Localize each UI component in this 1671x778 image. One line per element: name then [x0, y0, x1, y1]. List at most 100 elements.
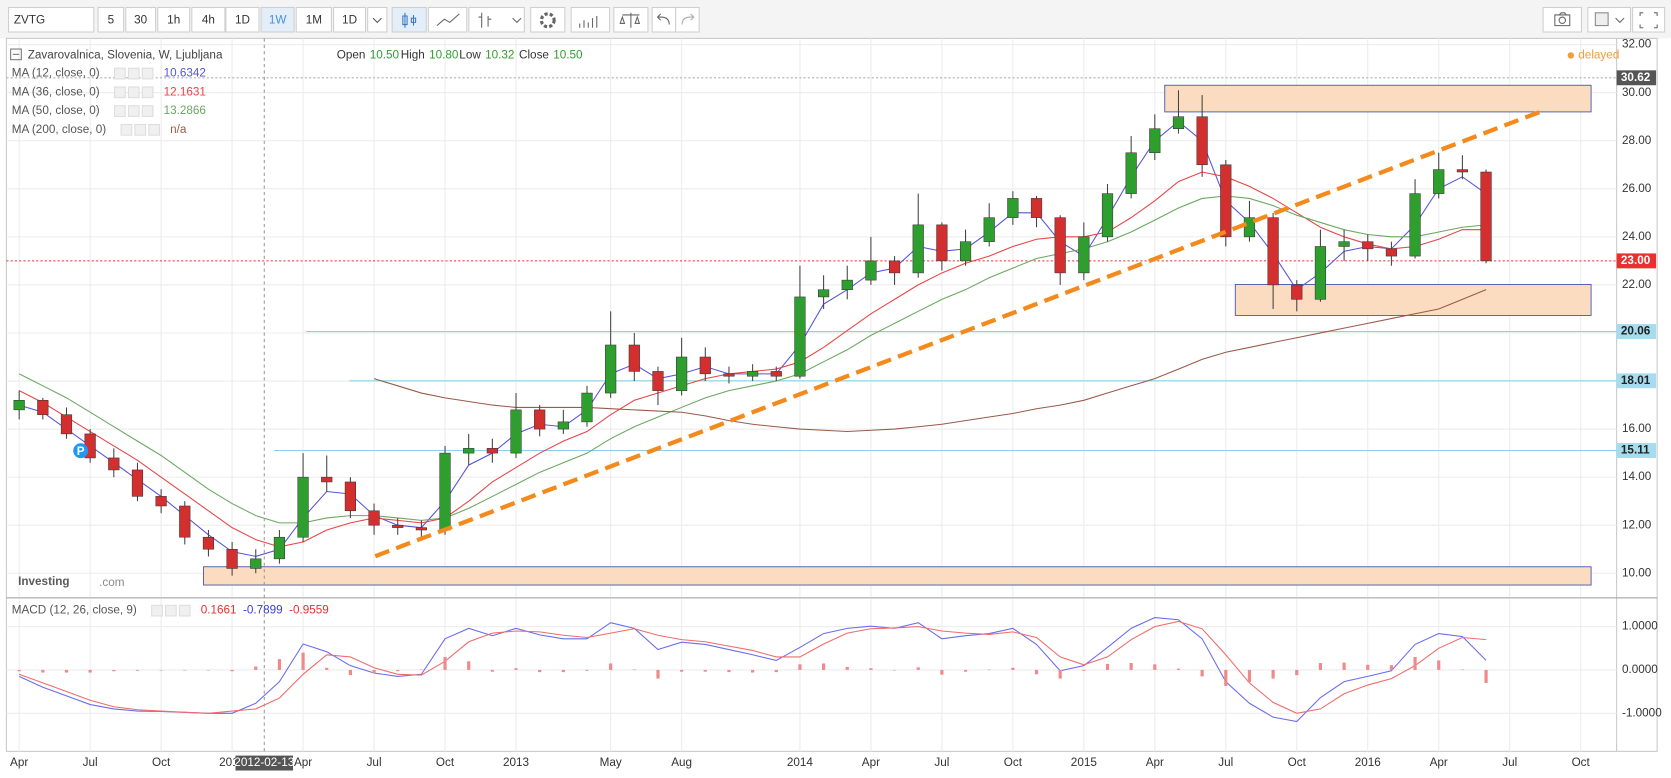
candle-body	[415, 527, 427, 531]
interval-label[interactable]: 1M	[306, 13, 322, 26]
candle-body	[1101, 193, 1114, 238]
candle-body	[1409, 193, 1421, 257]
histogram-bar	[561, 669, 565, 673]
settings-button[interactable]	[530, 6, 566, 33]
snapshot-button[interactable]	[1542, 6, 1583, 33]
interval-button[interactable]	[157, 6, 191, 33]
ohlc-value: 10.80	[429, 49, 459, 62]
dropdown-arrow	[1615, 17, 1625, 24]
interval-button[interactable]	[225, 6, 260, 33]
ma-legend-name: MA (50, close, 0)	[12, 104, 100, 117]
symbol-input[interactable]: ZVTG	[14, 13, 45, 26]
histogram-bar	[419, 669, 423, 671]
legend-icon[interactable]	[120, 123, 133, 136]
legend-icon[interactable]	[134, 123, 147, 136]
layout-icon	[1594, 12, 1609, 27]
candle-body	[37, 399, 49, 415]
legend-icon[interactable]	[165, 604, 177, 617]
histogram-bar	[1153, 664, 1157, 670]
x-tick-label: Jul	[367, 756, 382, 769]
interval-button[interactable]	[97, 6, 125, 33]
interval-label[interactable]: 30	[134, 13, 148, 26]
candle-body	[1456, 169, 1468, 173]
x-tick-label: Oct	[1004, 756, 1023, 769]
macd-readout: -0.7899	[243, 604, 283, 617]
candle-body	[747, 371, 759, 377]
zone	[1234, 284, 1592, 316]
candle-button[interactable]	[391, 6, 427, 33]
price-label: 23.00	[1621, 254, 1651, 267]
histogram-bar	[1224, 669, 1228, 686]
indicators-button[interactable]	[570, 6, 611, 33]
undo-icon	[656, 13, 670, 25]
legend-icon[interactable]	[151, 604, 163, 617]
y-tick-label: 0.0000	[1622, 663, 1658, 676]
interval-label[interactable]: 1W	[269, 13, 288, 26]
legend-icon[interactable]	[114, 67, 126, 80]
candle-body	[888, 260, 901, 274]
histogram-bar	[845, 666, 849, 670]
legend-icon[interactable]	[127, 105, 140, 117]
histogram-bar	[1247, 669, 1252, 683]
camera-lens	[1558, 16, 1567, 25]
histogram-bar	[1318, 663, 1323, 670]
macd-line	[18, 620, 1487, 714]
legend-icon[interactable]	[127, 67, 140, 80]
interval-button[interactable]	[125, 6, 157, 33]
interval-label[interactable]: 1D	[342, 13, 357, 26]
histogram-bar	[751, 669, 755, 673]
interval-label[interactable]: 5	[108, 13, 115, 26]
moving-average	[373, 289, 1487, 433]
histogram-bar	[632, 669, 636, 671]
legend-icon[interactable]	[178, 604, 191, 617]
candle-body	[297, 476, 309, 538]
watermark-suffix: .com	[99, 576, 124, 589]
fullscreen-button[interactable]	[1632, 6, 1666, 33]
interval-button[interactable]	[333, 6, 367, 33]
legend-icon[interactable]	[141, 86, 154, 99]
legend-icon[interactable]	[148, 123, 160, 136]
histogram-bar	[987, 669, 991, 671]
settings-icon	[539, 12, 556, 29]
candle-body	[155, 496, 167, 507]
histogram-bar	[963, 669, 968, 672]
candle-body	[557, 421, 569, 430]
interval-label[interactable]: 4h	[202, 13, 215, 26]
layout-button[interactable]	[1587, 6, 1632, 33]
histogram-bar	[1295, 669, 1299, 676]
legend-icon[interactable]	[127, 86, 140, 99]
ohlc-value: 10.50	[553, 49, 583, 62]
crosshair-label-box	[235, 755, 294, 771]
legend-icon[interactable]	[114, 86, 126, 99]
legend-icon[interactable]	[114, 105, 126, 117]
x-tick-label: Oct	[436, 756, 455, 769]
legend-icon[interactable]	[141, 105, 154, 117]
histogram-bar	[892, 669, 897, 671]
interval-button[interactable]	[295, 6, 332, 33]
interval-dropdown[interactable]	[367, 6, 388, 33]
symbol-box[interactable]	[7, 6, 95, 33]
interval-button[interactable]	[191, 6, 226, 33]
annotation-marker[interactable]	[73, 443, 89, 459]
line-button[interactable]	[427, 6, 468, 33]
x-tick-label: Apr	[1430, 756, 1448, 769]
candle-body	[1220, 164, 1232, 238]
y-tick-label: 32.00	[1622, 38, 1652, 51]
candle-body	[1243, 217, 1256, 238]
collapse-icon[interactable]	[10, 48, 22, 61]
bars-button[interactable]	[468, 6, 525, 33]
candle-body	[13, 399, 25, 411]
undo-button[interactable]	[651, 6, 677, 33]
macd-readout: -0.9559	[289, 604, 329, 617]
legend-icon[interactable]	[141, 67, 154, 80]
candle-body	[486, 448, 498, 454]
price-label-box	[1616, 324, 1657, 339]
interval-label[interactable]: 1D	[235, 13, 250, 26]
histogram-bar	[680, 669, 684, 672]
redo-button[interactable]	[675, 6, 700, 33]
interval-label[interactable]: 1h	[167, 13, 180, 26]
candle-body	[652, 371, 664, 391]
histogram-bar	[727, 669, 731, 673]
histogram-bar	[490, 669, 494, 672]
interval-button[interactable]	[260, 6, 295, 33]
